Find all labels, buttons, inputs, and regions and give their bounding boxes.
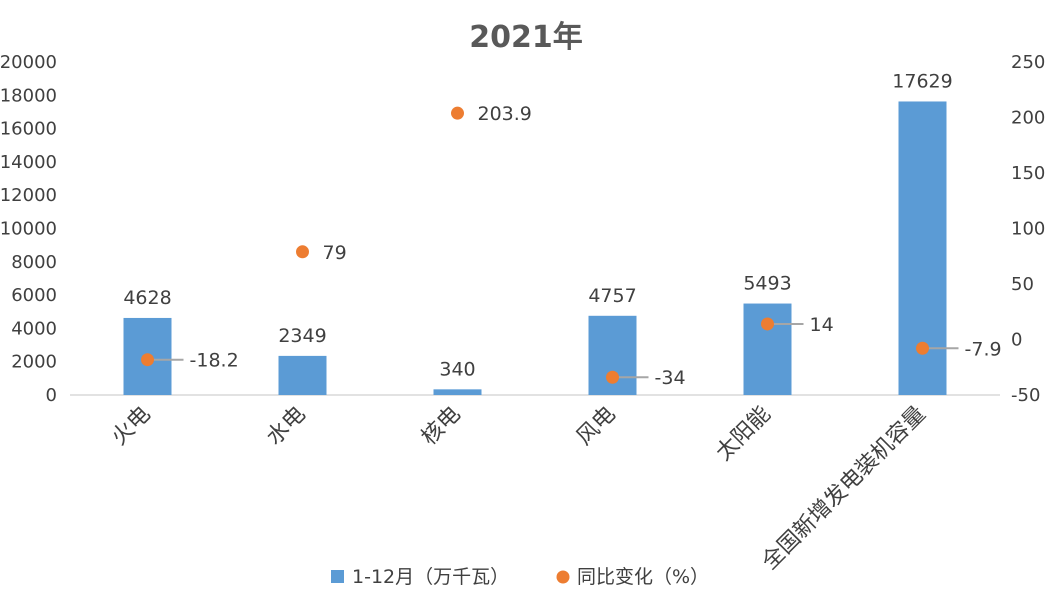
legend-label-point: 同比变化（%）	[577, 566, 709, 588]
left-axis: 0 2000 4000 6000 8000 10000 12000 14000 16000 180…	[0, 52, 1000, 406]
left-tick-label: 18000	[0, 85, 57, 106]
point-data-label: 14	[810, 314, 834, 336]
data-point	[916, 341, 929, 355]
right-tick-label: -50	[1011, 385, 1040, 406]
point-data-label: -7.9	[965, 338, 1002, 360]
left-tick-label: 0	[46, 385, 57, 406]
left-tick-label: 10000	[0, 219, 57, 240]
bar-data-label: 2349	[278, 325, 326, 347]
bar-series: 4628 2349 340 4757 5493 17629	[123, 70, 953, 396]
legend: 1-12月（万千瓦） 同比变化（%）	[331, 566, 709, 588]
bar-data-label: 340	[439, 358, 475, 380]
left-tick-label: 14000	[0, 152, 57, 173]
chart-title: 2021年	[469, 20, 583, 55]
bar-data-label: 5493	[743, 273, 791, 295]
bar	[433, 389, 482, 395]
label-connectors	[153, 322, 959, 379]
bar-data-label: 4628	[123, 287, 171, 309]
category-label: 水电	[262, 402, 311, 451]
bar	[743, 303, 792, 395]
right-tick-label: 50	[1011, 274, 1034, 295]
left-tick-label: 6000	[11, 285, 57, 306]
left-tick-label: 16000	[0, 119, 57, 140]
left-tick-label: 2000	[11, 352, 57, 373]
category-label: 火电	[107, 402, 156, 451]
right-tick-label: 150	[1011, 163, 1045, 184]
left-tick-label: 12000	[0, 185, 57, 206]
point-data-label: -18.2	[190, 350, 239, 372]
data-point	[141, 353, 154, 367]
data-point	[606, 370, 619, 384]
data-point	[451, 106, 464, 120]
category-label: 全国新增发电装机容量	[757, 402, 930, 575]
category-label: 风电	[572, 402, 621, 451]
left-tick-label: 8000	[11, 252, 57, 273]
right-tick-label: 200	[1011, 108, 1045, 129]
legend-swatch-point	[556, 570, 570, 584]
bar	[278, 355, 327, 395]
right-tick-label: 100	[1011, 219, 1045, 240]
point-data-label: 79	[323, 242, 347, 264]
bar-data-label: 4757	[588, 285, 636, 307]
category-label: 核电	[417, 402, 466, 451]
point-data-label: 203.9	[478, 103, 532, 125]
right-tick-label: 0	[1011, 330, 1022, 351]
right-axis: -50 0 50 100 150 200 250	[1011, 52, 1045, 406]
category-label: 太阳能	[711, 402, 775, 466]
point-series: -18.2 79 203.9 -34 14 -7.9	[141, 103, 1002, 389]
data-point	[761, 317, 774, 331]
legend-label-bar: 1-12月（万千瓦）	[352, 566, 509, 588]
legend-swatch-bar	[331, 570, 344, 583]
data-point	[296, 245, 309, 259]
right-tick-label: 250	[1011, 52, 1045, 73]
bar-data-label: 17629	[892, 70, 952, 92]
point-data-label: -34	[655, 367, 686, 389]
left-tick-label: 4000	[11, 318, 57, 339]
left-tick-label: 20000	[0, 52, 57, 73]
